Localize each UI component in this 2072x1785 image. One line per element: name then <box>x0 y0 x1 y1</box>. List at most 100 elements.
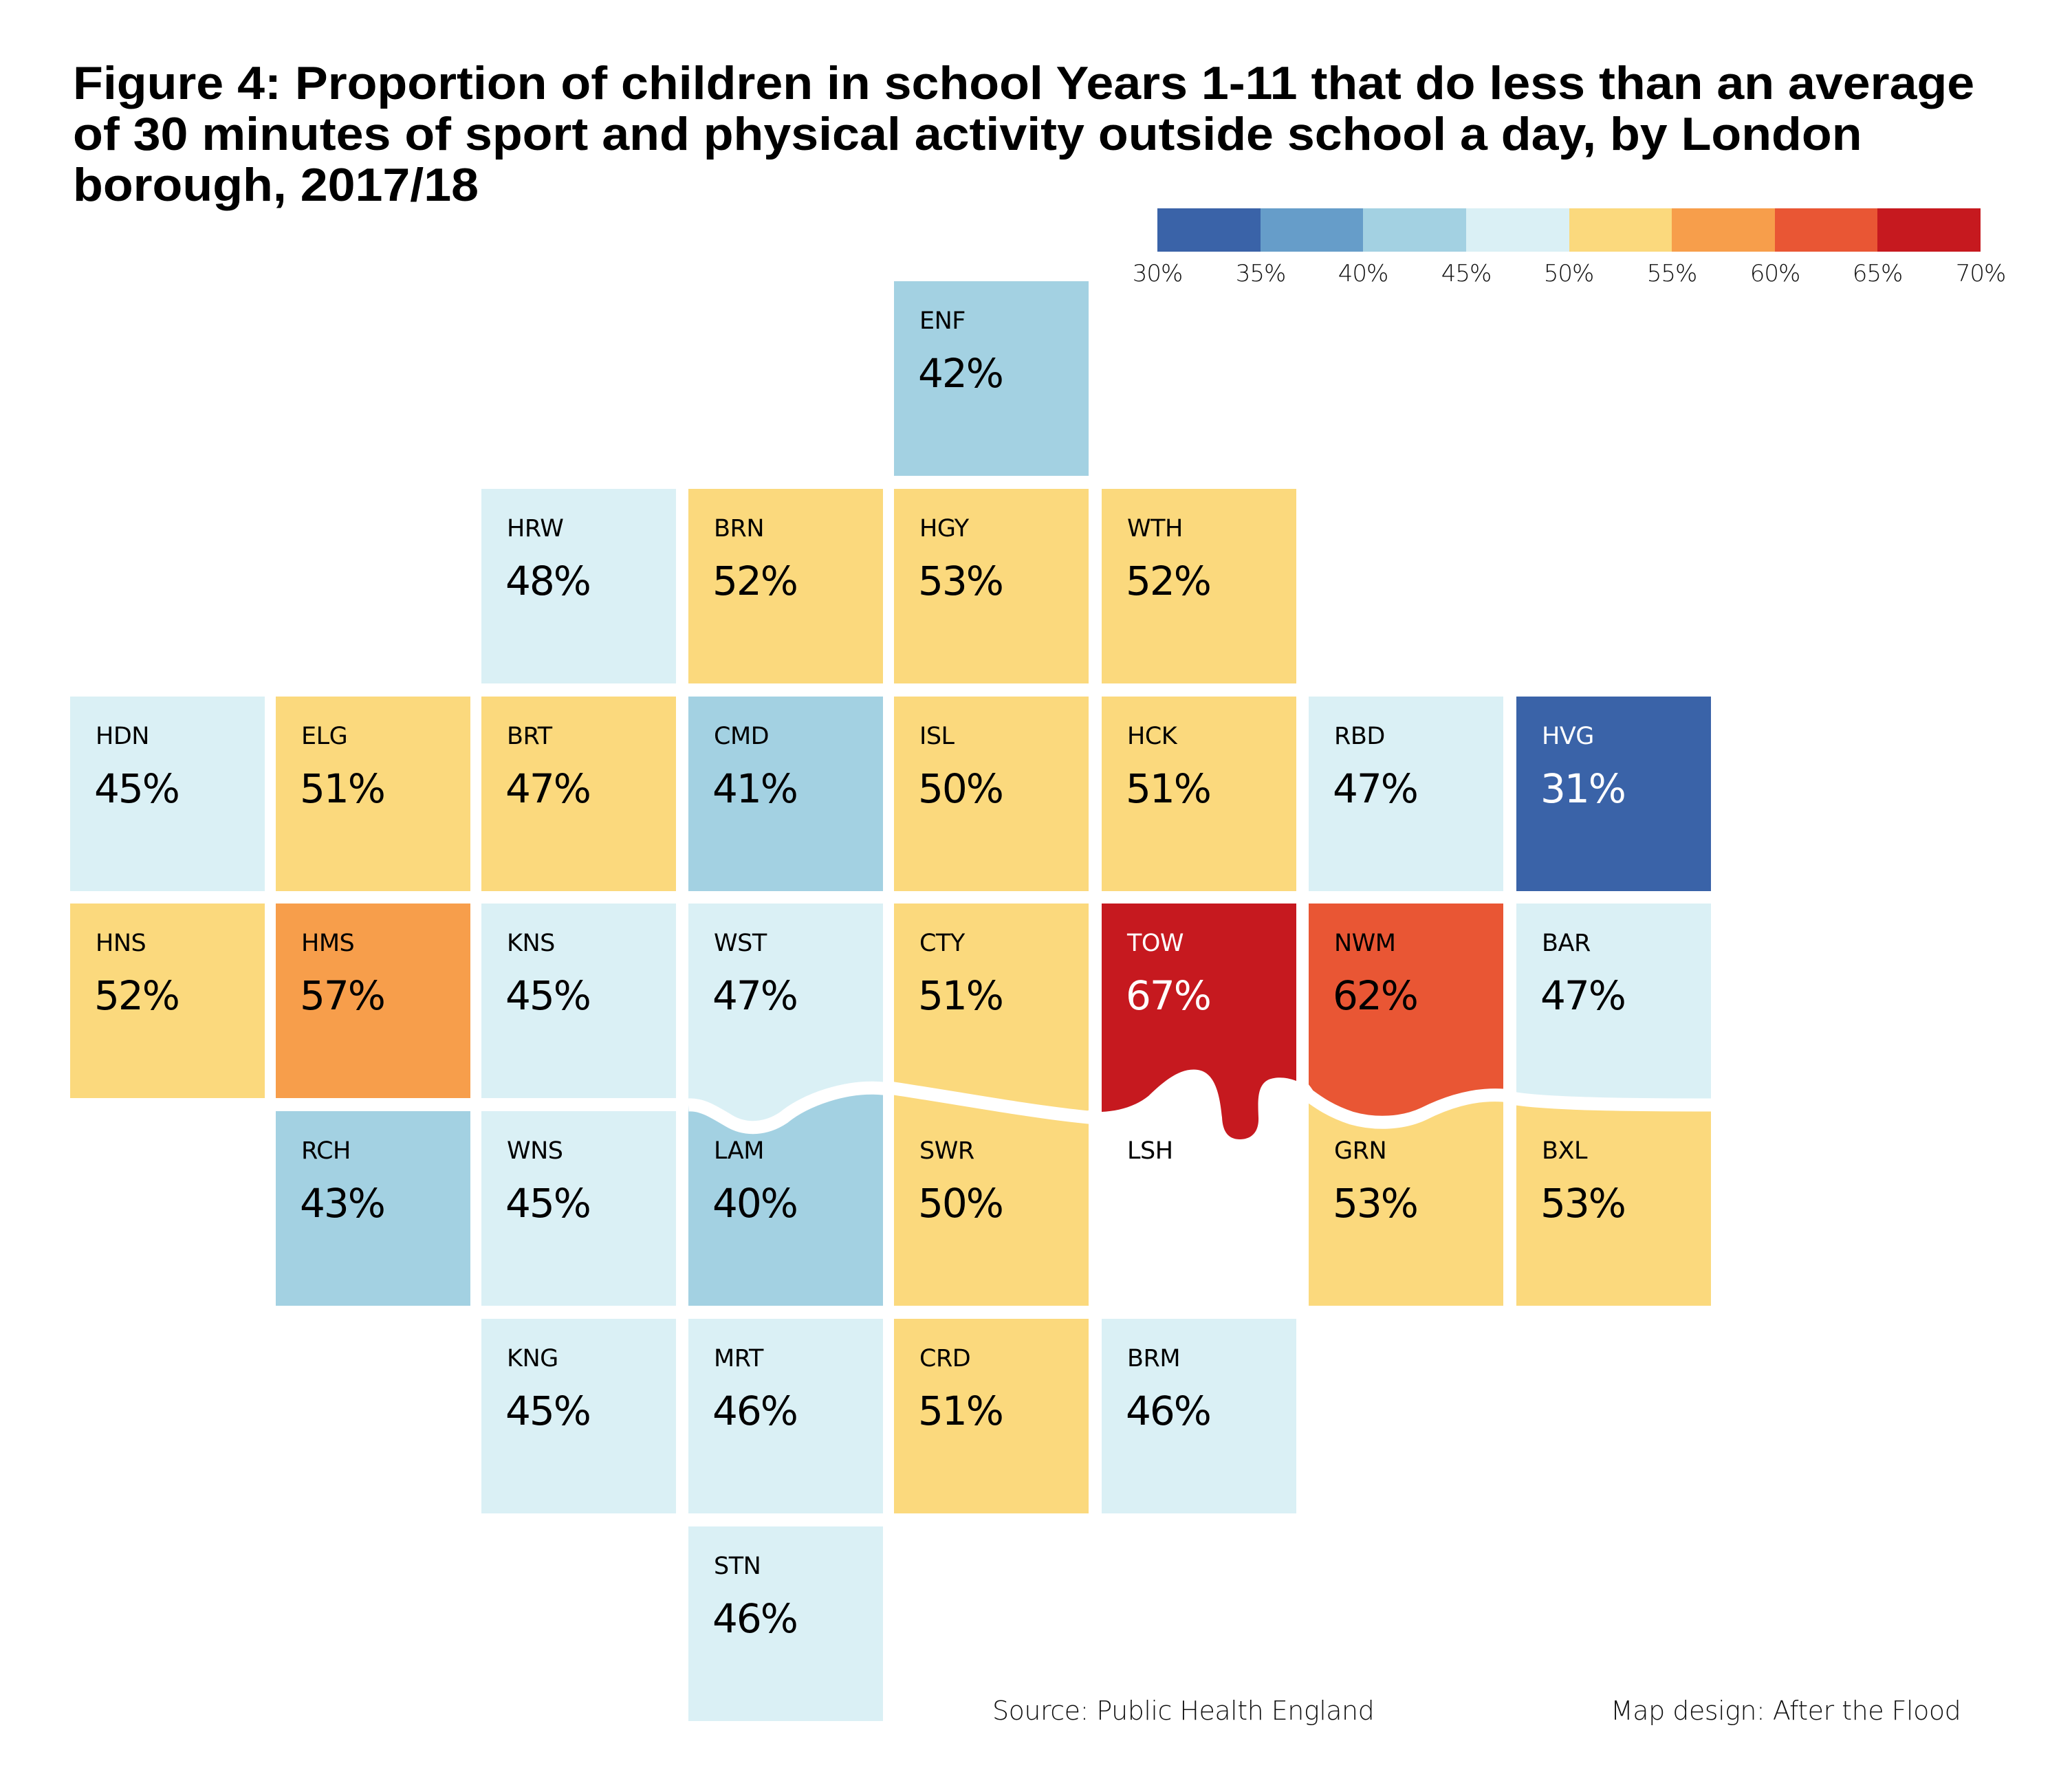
borough-tile-rch: RCH 43% <box>276 1111 470 1306</box>
borough-code: ELG <box>301 723 348 750</box>
legend-tick-label: 55% <box>1646 260 1698 287</box>
borough-value: 51% <box>918 972 1004 1019</box>
borough-value: 45% <box>94 765 180 812</box>
borough-code: BRT <box>507 723 552 750</box>
borough-tile-brn: BRN 52% <box>688 489 883 683</box>
source-note: Source: Public Health England <box>992 1696 1375 1726</box>
borough-code: WST <box>714 930 767 957</box>
legend-tick-label: 65% <box>1852 260 1904 287</box>
borough-tile-hrw: HRW 48% <box>481 489 676 683</box>
borough-tile-enf: ENF 42% <box>894 281 1089 476</box>
borough-code: ISL <box>919 723 955 750</box>
borough-tile-wth: WTH 52% <box>1102 489 1296 683</box>
borough-code: BAR <box>1542 930 1591 957</box>
borough-value: 48% <box>505 558 591 604</box>
borough-shape-swr <box>894 1088 1089 1306</box>
legend-swatch-30-35 <box>1157 208 1261 252</box>
borough-tile-mrt: MRT 46% <box>688 1319 883 1513</box>
borough-code: HRW <box>507 515 564 543</box>
borough-tile-hvg: HVG 31% <box>1516 697 1711 891</box>
borough-code: HVG <box>1542 723 1594 750</box>
legend-tick-label: 70% <box>1955 260 2007 287</box>
borough-tile-hns: HNS 52% <box>70 904 265 1098</box>
borough-value: 51% <box>300 765 386 812</box>
borough-shape-lam <box>688 1088 883 1306</box>
borough-value: 47% <box>1333 765 1419 812</box>
borough-value: 62% <box>1333 972 1419 1019</box>
borough-tile-brt: BRT 47% <box>481 697 676 891</box>
borough-code: WNS <box>507 1137 563 1165</box>
borough-code: RBD <box>1334 723 1385 750</box>
borough-value: 67% <box>1126 972 1212 1019</box>
borough-value: 52% <box>94 972 180 1019</box>
borough-code: MRT <box>714 1345 763 1372</box>
title-line-2: of 30 minutes of sport and physical acti… <box>73 108 1862 160</box>
borough-value: 53% <box>918 558 1004 604</box>
borough-value: 45% <box>505 1180 591 1227</box>
borough-code: CTY <box>919 930 965 957</box>
borough-code: LAM <box>714 1137 764 1165</box>
title-line-3: borough, 2017/18 <box>73 159 479 211</box>
legend-swatch-65-70 <box>1877 208 1981 252</box>
legend-swatch-60-65 <box>1774 208 1878 252</box>
borough-value: 53% <box>1333 1180 1419 1227</box>
borough-code: KNS <box>507 930 555 957</box>
borough-code: STN <box>714 1553 761 1580</box>
borough-code: HCK <box>1127 723 1177 750</box>
borough-value: 41% <box>712 765 798 812</box>
borough-value: 51% <box>1126 765 1212 812</box>
river-thames <box>688 1081 1104 1135</box>
borough-shape-bar <box>1516 904 1711 1105</box>
borough-value: 52% <box>1126 558 1212 604</box>
borough-value: 47% <box>505 765 591 812</box>
borough-code: ENF <box>919 307 966 335</box>
borough-value: 52% <box>712 558 798 604</box>
legend-tick-label: 35% <box>1235 260 1287 287</box>
borough-shape-nwm <box>1309 904 1503 1123</box>
borough-tile-isl: ISL 50% <box>894 697 1089 891</box>
map-credit: Map design: After the Flood <box>1611 1696 1961 1726</box>
borough-value: 31% <box>1540 765 1626 812</box>
borough-code: HMS <box>301 930 355 957</box>
borough-value: 42% <box>918 350 1004 397</box>
borough-value: 53% <box>1540 1180 1626 1227</box>
borough-tile-rbd: RBD 47% <box>1309 697 1503 891</box>
borough-value: 40% <box>712 1180 798 1227</box>
borough-tile-brm: BRM 46% <box>1102 1319 1296 1513</box>
borough-shape-cty <box>894 904 1089 1117</box>
borough-code: CRD <box>919 1345 971 1372</box>
borough-tile-stn: STN 46% <box>688 1526 883 1721</box>
legend-swatch-40-45 <box>1363 208 1466 252</box>
legend-tick-label: 30% <box>1132 260 1184 287</box>
borough-tile-elg: ELG 51% <box>276 697 470 891</box>
borough-tile-kns: KNS 45% <box>481 904 676 1098</box>
legend-swatch-55-60 <box>1672 208 1775 252</box>
borough-value: 50% <box>918 765 1004 812</box>
borough-code: LSH <box>1127 1137 1173 1165</box>
borough-code: SWR <box>919 1137 974 1165</box>
legend-swatch-50-55 <box>1569 208 1672 252</box>
borough-shape-grn <box>1309 1095 1503 1306</box>
chart-title: Figure 4: Proportion of children in scho… <box>73 58 1974 210</box>
borough-shape-wst <box>688 904 883 1128</box>
borough-value: 47% <box>1540 972 1626 1019</box>
borough-tile-wns: WNS 45% <box>481 1111 676 1306</box>
legend-tick-label: 45% <box>1441 260 1492 287</box>
borough-tile-hck: HCK 51% <box>1102 697 1296 891</box>
borough-code: HGY <box>919 515 969 543</box>
borough-code: TOW <box>1127 930 1184 957</box>
river-thames <box>1291 1075 1712 1129</box>
borough-code: HNS <box>96 930 146 957</box>
legend-swatch-35-40 <box>1260 208 1364 252</box>
borough-value: 51% <box>918 1388 1004 1434</box>
borough-value: 43% <box>300 1180 386 1227</box>
borough-code: CMD <box>714 723 770 750</box>
color-legend <box>1157 208 1981 252</box>
borough-tile-cmd: CMD 41% <box>688 697 883 891</box>
legend-tick-label: 60% <box>1749 260 1801 287</box>
borough-tile-hdn: HDN 45% <box>70 697 265 891</box>
borough-tile-crd: CRD 51% <box>894 1319 1089 1513</box>
borough-value: 45% <box>505 1388 591 1434</box>
borough-code: RCH <box>301 1137 351 1165</box>
